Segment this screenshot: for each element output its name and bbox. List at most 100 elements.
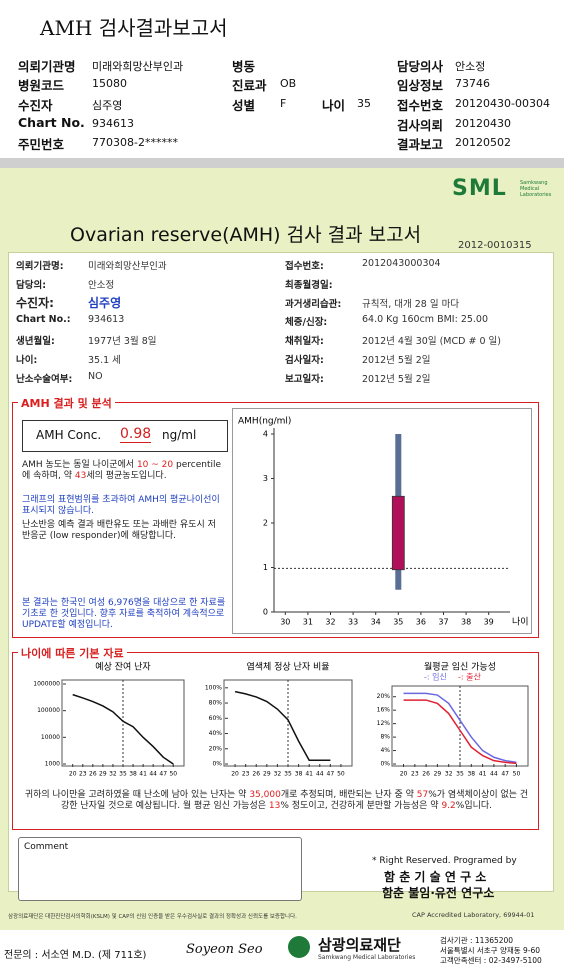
x-tick-label: 39 <box>484 618 494 627</box>
info-value: 심주영 <box>88 295 122 310</box>
x-tick-label: 26 <box>252 771 260 778</box>
field-value: OB <box>280 77 297 90</box>
y-tick-label: 100000 <box>37 707 60 714</box>
y-tick-label: 4% <box>380 747 390 754</box>
chart-title: 염색체 정상 난자 비율 <box>246 662 329 673</box>
y-tick-label: 4 <box>263 430 268 439</box>
x-tick-label: 29 <box>434 771 442 778</box>
field-value: 934613 <box>92 117 134 130</box>
field-value: 20120430 <box>455 117 511 130</box>
info-value: 35.1 세 <box>88 355 121 366</box>
info-label: 수진자: <box>16 295 54 310</box>
logo: SML <box>452 176 507 201</box>
y-tick-label: 40% <box>209 730 223 737</box>
chart-frame <box>232 408 532 634</box>
x-tick-label: 23 <box>411 771 419 778</box>
y-tick-label: 1000000 <box>33 681 60 688</box>
x-tick-label: 32 <box>109 771 117 778</box>
amh-label: AMH Conc. <box>36 428 102 442</box>
info-label: 난소수술여부: <box>16 373 73 385</box>
text: 세의 평균농도입니다. <box>86 471 167 481</box>
info-label: 생년월일: <box>16 336 55 348</box>
x-tick-label: 35 <box>456 771 464 778</box>
credit: 함 춘 기 술 연 구 소 <box>384 870 487 884</box>
y-tick-label: 20% <box>209 745 223 752</box>
info-value: 64.0 Kg 160cm BMI: 25.00 <box>362 314 489 326</box>
text: % 정도이고, 건강하게 분만할 가능성은 약 <box>280 801 439 811</box>
header-title: AMH 검사결과보고서 <box>40 16 228 40</box>
cap: CAP Accredited Laboratory, 69944-01 <box>412 911 535 919</box>
y-tick-label: 16% <box>377 707 391 714</box>
x-tick-label: 29 <box>99 771 107 778</box>
info-label: Chart No.: <box>16 314 71 326</box>
x-tick-label: 23 <box>79 771 87 778</box>
amh-unit: ng/ml <box>162 428 197 442</box>
x-tick-label: 38 <box>129 771 137 778</box>
field-label: 검사의뢰 <box>397 118 444 133</box>
y-tick-label: 1000 <box>45 761 60 768</box>
amh-box <box>22 420 228 452</box>
field-label: 병동 <box>232 59 256 74</box>
notice: 삼광의료재단은 대한진단검사의학회(KSLM) 및 CAP의 신임 인증을 받은… <box>8 914 297 920</box>
field-label: 임상정보 <box>397 78 444 93</box>
x-tick-label: 26 <box>89 771 97 778</box>
info-value: 2012년 4월 30일 (MCD # 0 일) <box>362 336 501 348</box>
x-tick-label: 20 <box>231 771 239 778</box>
field-value: 20120502 <box>455 136 511 149</box>
info-label: 접수번호: <box>285 261 324 272</box>
y-tick-label: 3 <box>263 474 268 483</box>
text: 검사기관 : 11365200 <box>440 936 514 945</box>
info-label: 최종월경일: <box>285 279 333 291</box>
text: percentile에 속하며, 약 <box>22 460 222 481</box>
y-tick-label: 80% <box>209 700 223 707</box>
line <box>72 693 174 765</box>
legend-entry: -: 출산 <box>458 672 481 682</box>
x-tick-label: 50 <box>513 771 521 778</box>
y-axis-label: AMH(ng/ml) <box>238 417 291 427</box>
chart: 염색체 정상 난자 비율 0% 20% 40% 60% 80% 100% 20 23 26 29 32… <box>205 662 353 778</box>
text: 13 <box>268 801 281 811</box>
report-title: Ovarian reserve(AMH) 검사 결과 보고서 <box>70 224 422 246</box>
x-tick-label: 32 <box>445 771 453 778</box>
x-tick-label: 37 <box>438 618 448 627</box>
x-tick-label: 30 <box>280 618 290 627</box>
text: 9.2 <box>441 801 456 811</box>
x-tick-label: 35 <box>119 771 127 778</box>
field-value: 770308-2****** <box>92 136 178 149</box>
text: 서울특별시 서초구 양재동 9-60 <box>440 946 541 955</box>
text: 귀하의 나이만을 고려하였을 때 난소에 남아 있는 난자는 약 <box>24 790 247 800</box>
x-tick-label: 34 <box>371 618 381 627</box>
text: %입니다. <box>455 801 493 811</box>
field-value: 15080 <box>92 77 127 90</box>
signature: Soyeon Seo <box>186 942 263 957</box>
chart: 월평균 임신 가능성 0% 4% 8% 12% 16% 20% 20 23 26 29 32 35 38 4… <box>377 661 529 778</box>
y-tick-label: 12% <box>377 720 391 727</box>
x-tick-label: 29 <box>263 771 271 778</box>
line <box>403 699 517 765</box>
info-value: 안소정 <box>88 279 115 291</box>
info-label: 의뢰기관명: <box>16 261 64 272</box>
info-label: 과거생리습관: <box>285 298 342 310</box>
info-label: 담당의: <box>16 279 47 291</box>
y-tick-label: 10000 <box>41 734 60 741</box>
field-label: 성별 <box>232 98 256 113</box>
divider <box>0 158 564 168</box>
chart-title: 예상 잔여 난자 <box>95 661 151 673</box>
section-heading: AMH 결과 및 분석 <box>18 395 115 411</box>
comment-box <box>18 837 302 901</box>
summary: 귀하의 나이만을 고려하였을 때 난소에 남아 있는 난자는 약 35,000개… <box>24 790 529 812</box>
field-label: 결과보고 <box>397 137 444 152</box>
y-tick-label: 0% <box>380 761 390 768</box>
info-label: 검사일자: <box>285 355 324 366</box>
x-tick-label: 38 <box>467 771 475 778</box>
info-label: 체중/신장: <box>285 317 328 329</box>
text: AMH 농도는 동일 나이군에서 <box>22 460 135 470</box>
info-value: 934613 <box>88 314 125 326</box>
x-tick-label: 35 <box>284 771 292 778</box>
text: 57 <box>416 790 429 800</box>
field-value: 73746 <box>455 77 490 90</box>
y-tick-label: 20% <box>377 693 391 700</box>
x-tick-label: 44 <box>149 771 157 778</box>
